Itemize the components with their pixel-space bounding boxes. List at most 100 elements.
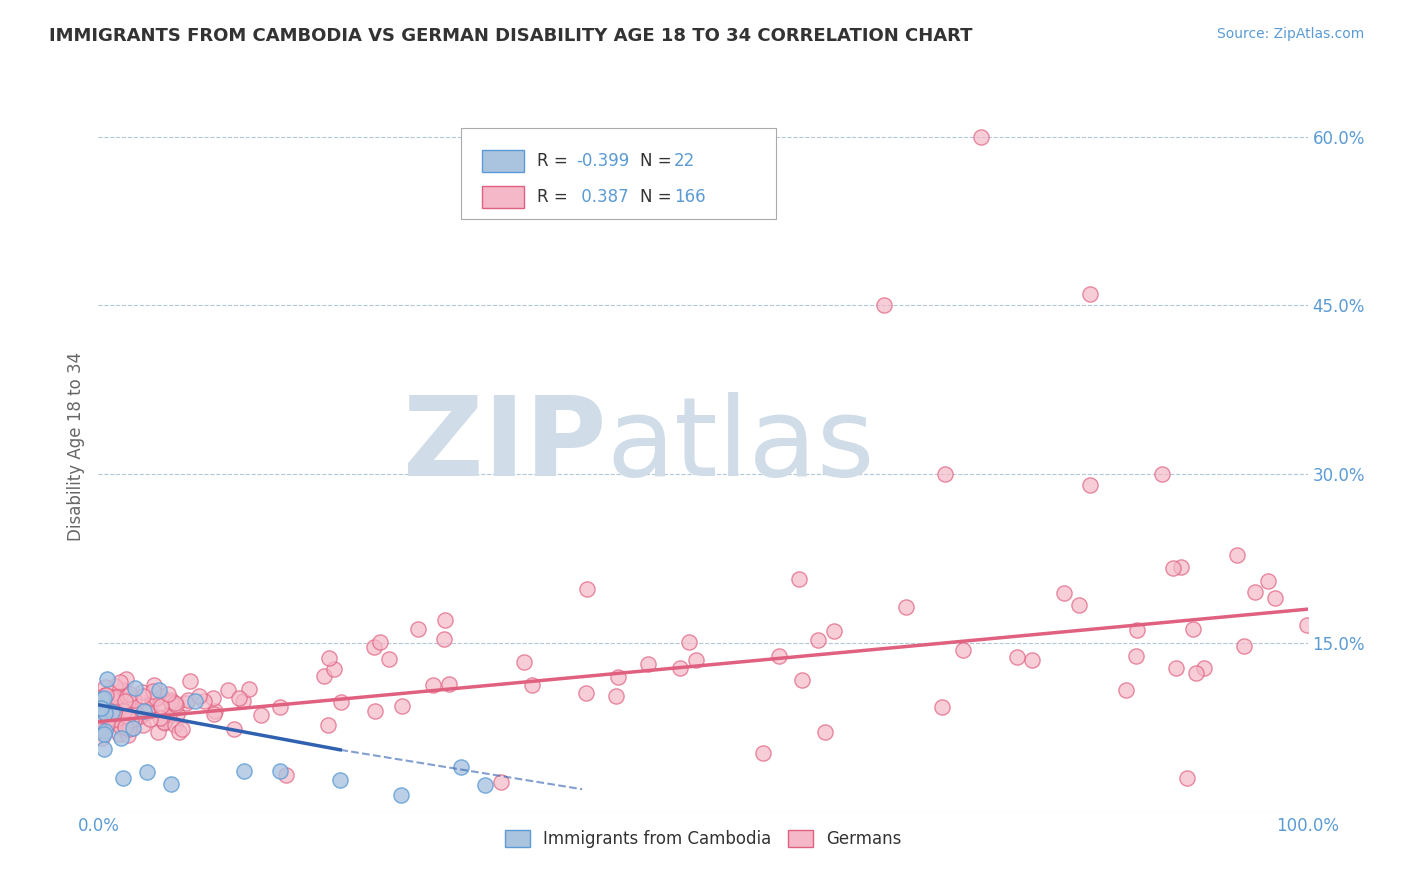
Point [1257,574,1279,589]
Point [1164,661,1187,675]
Point [94,689,117,703]
Point [94,688,117,702]
Point [1295,618,1317,632]
Point [115,672,138,686]
Point [94,714,117,728]
Point [807,632,830,647]
Y-axis label: Disability Age 18 to 34: Disability Age 18 to 34 [66,351,84,541]
Point [110,696,132,710]
Point [318,651,340,665]
Point [165,698,187,713]
Text: ZIP: ZIP [404,392,606,500]
Point [100,702,122,716]
Point [605,689,627,703]
Point [363,640,385,654]
Point [148,711,170,725]
Point [678,634,700,648]
Point [122,713,145,727]
Point [90,701,112,715]
Point [1007,649,1029,664]
Point [169,725,191,739]
Point [204,706,226,721]
Text: N =: N = [640,152,678,169]
Point [110,721,132,735]
Point [1069,598,1091,612]
Point [1078,478,1101,492]
Point [112,706,135,720]
Point [1125,648,1147,663]
Point [143,678,166,692]
Point [132,718,155,732]
FancyBboxPatch shape [461,128,776,219]
Point [112,704,135,718]
Point [489,775,512,789]
Point [768,649,790,664]
Point [121,722,143,736]
Point [792,673,814,688]
Text: atlas: atlas [606,392,875,500]
Point [269,764,291,779]
Point [105,712,128,726]
Point [1182,622,1205,636]
Point [115,689,138,703]
Point [751,747,773,761]
Point [111,771,134,785]
Point [193,694,215,708]
Point [520,677,543,691]
Point [201,691,224,706]
Point [135,765,157,780]
Point [152,715,174,730]
Point [114,719,136,733]
Point [101,706,124,720]
Point [141,692,163,706]
Point [314,668,336,682]
Point [98,706,121,721]
Point [90,731,112,745]
Point [125,708,148,723]
Legend: Immigrants from Cambodia, Germans: Immigrants from Cambodia, Germans [498,823,908,855]
Point [91,698,114,713]
Point [117,728,139,742]
Point [894,599,917,614]
Point [823,624,845,638]
Point [787,573,810,587]
Point [103,698,125,712]
Point [368,635,391,649]
Point [474,778,496,792]
Point [160,776,183,790]
Point [89,722,111,736]
Point [1115,682,1137,697]
Point [422,677,444,691]
Point [149,689,172,703]
Point [159,692,181,706]
Text: Source: ZipAtlas.com: Source: ZipAtlas.com [1216,27,1364,41]
Point [157,708,180,723]
Point [97,710,120,724]
Point [1078,287,1101,301]
Point [100,690,122,704]
Point [434,613,457,627]
Point [188,689,211,703]
Point [91,692,114,706]
Point [118,697,141,711]
Point [165,696,187,710]
Text: -0.399: -0.399 [576,152,630,169]
Point [128,708,150,723]
Point [104,690,127,704]
Point [89,706,111,721]
Point [364,704,387,718]
Point [136,705,159,719]
Point [170,723,193,737]
Point [575,582,598,596]
Point [98,704,121,718]
Point [108,674,131,689]
Point [166,707,188,722]
Point [238,681,260,696]
Point [952,643,974,657]
Point [607,670,630,684]
Point [117,694,139,708]
Point [114,720,136,734]
Point [1194,661,1216,675]
Point [94,724,117,739]
Point [142,694,165,708]
